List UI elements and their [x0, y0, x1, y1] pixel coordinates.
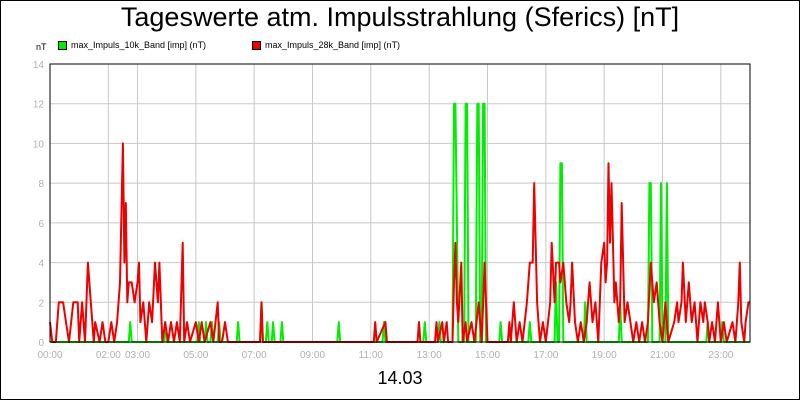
y-tick-label: 2 — [38, 298, 44, 309]
x-tick-label: 07:00 — [242, 350, 267, 361]
x-tick-label: 09:00 — [300, 350, 325, 361]
x-tick-label: 15:00 — [475, 350, 500, 361]
x-tick-label: 11:00 — [359, 350, 384, 361]
legend-item-28k: max_Impuls_28k_Band [imp] (nT) — [252, 40, 400, 50]
legend-label-28k: max_Impuls_28k_Band [imp] (nT) — [265, 40, 401, 50]
chart-title: Tageswerte atm. Impulsstrahlung (Sferics… — [120, 2, 680, 32]
y-tick-label: 12 — [33, 100, 45, 111]
series-line-28k — [49, 142, 750, 343]
y-tick-label: 14 — [33, 60, 45, 71]
legend-swatch-28k — [252, 40, 261, 50]
x-tick-label: 02:00 — [96, 350, 121, 361]
x-tick-label: 19:00 — [592, 350, 617, 361]
x-tick-label: 00:00 — [37, 350, 62, 361]
x-tick-label: 17:00 — [533, 350, 558, 361]
y-tick-label: 10 — [33, 139, 45, 150]
y-axis-unit-label: nT — [36, 42, 47, 52]
y-tick-label: 0 — [38, 338, 44, 349]
plot-area-border — [49, 63, 751, 343]
y-tick-label: 6 — [38, 219, 44, 230]
legend-swatch-10k — [58, 40, 67, 50]
x-tick-label: 05:00 — [183, 350, 208, 361]
legend-item-10k: max_Impuls_10k_Band [imp] (nT) — [58, 40, 206, 50]
y-tick-label: 8 — [38, 179, 44, 190]
x-tick-label: 13:00 — [417, 350, 442, 361]
y-tick-label: 4 — [38, 259, 44, 270]
x-tick-label: 21:00 — [650, 350, 675, 361]
x-tick-label: 03:00 — [125, 350, 150, 361]
x-axis-date-label: 14.03 — [377, 368, 423, 388]
x-tick-label: 23:00 — [708, 350, 733, 361]
legend-label-10k: max_Impuls_10k_Band [imp] (nT) — [71, 40, 207, 50]
